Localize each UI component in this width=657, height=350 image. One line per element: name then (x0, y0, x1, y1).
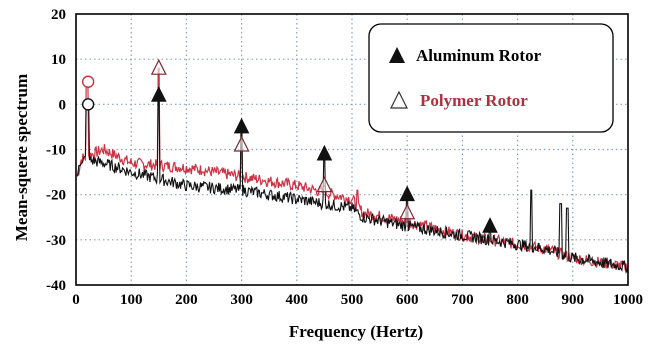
series-line-aluminum (76, 94, 629, 274)
legend-label-aluminum: Aluminum Rotor (416, 46, 542, 65)
legend-label-polymer: Polymer Rotor (420, 91, 528, 110)
peak-marker-aluminum (233, 117, 250, 134)
x-tick-label: 400 (286, 292, 309, 308)
y-tick-label: 10 (51, 52, 66, 68)
series-line-polymer (76, 67, 629, 273)
legend: Aluminum Rotor Polymer Rotor (368, 23, 614, 133)
series-layer (76, 67, 629, 274)
y-tick-label: -20 (46, 188, 66, 204)
y-tick-labels: -40 -30 -20 -10 0 10 20 (46, 7, 66, 294)
peak-marker-aluminum (150, 86, 167, 102)
peak-marker-polymer (150, 58, 167, 75)
y-tick-label: -10 (46, 143, 66, 159)
y-tick-label: 20 (51, 7, 66, 23)
plot-frame (75, 13, 629, 286)
x-tick-label: 300 (230, 292, 253, 308)
x-tick-label: 0 (72, 292, 80, 308)
legend-marker-polymer (390, 90, 408, 109)
x-tick-label: 200 (175, 292, 198, 308)
x-tick-label: 800 (506, 292, 529, 308)
peak-markers (81, 58, 498, 233)
x-tick-labels: 0 100 200 300 400 500 600 700 800 900 1000 (72, 292, 643, 308)
x-tick-label: 700 (451, 292, 474, 308)
y-tick-label: 0 (59, 97, 67, 113)
x-tick-label: 500 (341, 292, 364, 308)
y-tick-label: -30 (46, 233, 66, 249)
x-tick-label: 900 (562, 292, 585, 308)
peak-marker-polymer (233, 135, 250, 152)
plot-border (75, 13, 629, 286)
x-tick-label: 600 (396, 292, 419, 308)
x-tick-label: 100 (120, 292, 143, 308)
peak-marker-aluminum (399, 185, 416, 202)
legend-box (368, 23, 614, 133)
annotation-circle (81, 98, 95, 111)
peak-marker-polymer (316, 176, 333, 193)
peak-marker-aluminum (316, 144, 333, 161)
y-tick-label: -40 (46, 278, 66, 294)
annotation-circle (81, 75, 95, 88)
x-axis-label: Frequency (Hertz) (289, 322, 423, 341)
peak-marker-aluminum (482, 217, 498, 233)
y-axis-label: Mean-squere spectrum (12, 74, 31, 241)
x-tick-label: 1000 (613, 292, 643, 308)
legend-marker-aluminum (389, 47, 405, 63)
peak-marker-polymer (399, 203, 416, 220)
